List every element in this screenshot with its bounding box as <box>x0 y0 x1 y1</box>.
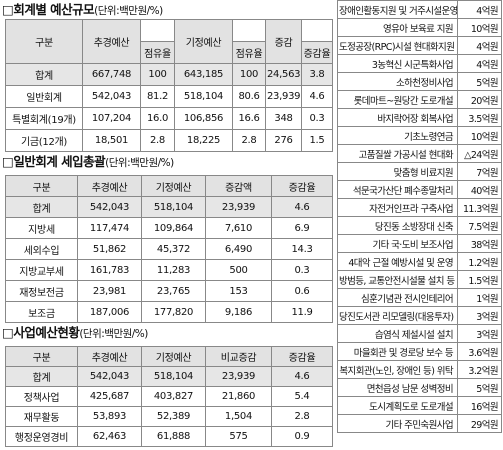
square-bullet-icon: □ <box>2 325 14 340</box>
list-item: 도정공장(RPC)시설 현대화지원 4억원 <box>337 36 502 55</box>
list-item: 기타 주민숙원사업 29억원 <box>337 414 502 433</box>
table-row: 행정운영경비 62,463 61,888 575 0.9 <box>5 426 333 447</box>
section2-unit: (단위:백만원/%) <box>105 157 174 169</box>
table-row: 정책사업 425,687 403,827 21,860 5.4 <box>5 386 333 407</box>
square-bullet-icon: □ <box>2 2 14 17</box>
project-budget-table: 구분 추경예산 기정예산 비교증감 증감율 합계 542,043 518,104 23,939… <box>5 346 333 447</box>
table-row: 기금(12개) 18,501 2.8 18,225 2.8 276 1.5 <box>5 129 333 152</box>
table-row: 합계 542,043 518,104 23,939 4.6 <box>5 366 333 387</box>
square-bullet-icon: □ <box>2 154 14 169</box>
header-increase: 증감 <box>265 19 302 64</box>
table-row: 지방세 117,474 109,864 7,610 6.9 <box>5 217 333 239</box>
list-item: 습염식 제설시설 설치 3억원 <box>337 324 502 343</box>
section1-title: 회계별 예산규모 <box>13 2 95 17</box>
section-title-budget-scale: □회계별 예산규모(단위:백만원/%) <box>2 2 163 19</box>
list-item: 4대악 근절 예방시설 및 운영 1.2억원 <box>337 252 502 271</box>
table-row: 보조금 187,006 177,820 9,186 11.9 <box>5 301 333 323</box>
list-item: 기초노령연금 10억원 <box>337 126 502 145</box>
list-item: 바지락어장 회복사업 3.5억원 <box>337 108 502 127</box>
list-item: 소하천정비사업 5억원 <box>337 72 502 91</box>
table-row: 일반회계 542,043 81.2 518,104 80.6 23,939 4.6 <box>5 85 333 108</box>
table-row: 합계 542,043 518,104 23,939 4.6 <box>5 196 333 218</box>
table-row: 특별회계(19개) 107,204 16.0 106,856 16.6 348 0.3 <box>5 107 333 130</box>
table-header-row: 구분 추경예산 기정예산 증감액 증감율 <box>5 175 333 197</box>
header-existing-share: 점유율 <box>232 41 266 64</box>
section1-unit: (단위:백만원/%) <box>94 5 163 17</box>
list-item: 당진도서관 리모델링(대응투자) 3억원 <box>337 306 502 325</box>
list-item: 기타 국·도비 보조사업 38억원 <box>337 234 502 253</box>
list-item: 당진동 소방장대 신축 7.5억원 <box>337 216 502 235</box>
section2-title: 일반회계 세입총괄 <box>13 154 106 169</box>
table-row: 재정보전금 23,981 23,765 153 0.6 <box>5 280 333 302</box>
list-item: 맞춤형 비료지원 7억원 <box>337 162 502 181</box>
list-item: 심훈기념관 전시인테리어 1억원 <box>337 288 502 307</box>
section-title-revenue: □일반회계 세입총괄(단위:백만원/%) <box>2 154 174 171</box>
table-row: 재무활동 53,893 52,389 1,504 2.8 <box>5 406 333 427</box>
header-supplementary: 추경예산 <box>82 19 141 64</box>
list-item: 마을회관 및 경로당 보수 등 3.6억원 <box>337 342 502 361</box>
header-supp-share: 점유율 <box>140 41 175 64</box>
list-item: 자전거인프라 구축사업 11.3억원 <box>337 198 502 217</box>
table-header-row: 구분 추경예산 기정예산 비교증감 증감율 <box>5 346 333 367</box>
revenue-summary-table: 구분 추경예산 기정예산 증감액 증감율 합계 542,043 518,104 23,939 4… <box>5 175 333 323</box>
section3-unit: (단위:백만원/%) <box>79 328 148 340</box>
list-item: 3농혁신 시군특화사업 4억원 <box>337 54 502 73</box>
table-row: 세외수입 51,862 45,372 6,490 14.3 <box>5 238 333 260</box>
project-list-table: 장애인활동지원 및 거주시설운영 4억원 영유아 보육료 지원 10억원 도정공장(… <box>337 0 502 433</box>
list-item: 고품질쌀 가공시설 현대화 △24억원 <box>337 144 502 163</box>
section3-title: 사업예산현황 <box>13 325 80 340</box>
list-item: 장애인활동지원 및 거주시설운영 4억원 <box>337 0 502 19</box>
list-item: 영유아 보육료 지원 10억원 <box>337 18 502 37</box>
budget-scale-table: 구분 추경예산 기정예산 증감 점유율 점유율 증감율 합계 667,748 100… <box>5 19 333 152</box>
list-item: 복지회관(노인, 장애인 등) 위탁 3.2억원 <box>337 360 502 379</box>
section-title-project-budget: □사업예산현황(단위:백만원/%) <box>2 325 148 342</box>
header-existing: 기정예산 <box>174 19 233 64</box>
list-item: 석문국가산단 폐수종말처리 40억원 <box>337 180 502 199</box>
table-row: 지방교부세 161,783 11,283 500 0.3 <box>5 259 333 281</box>
list-item: 롯데마트~원당간 도로개설 20억원 <box>337 90 502 109</box>
list-item: 면천읍성 남문 성벽정비 5억원 <box>337 378 502 397</box>
list-item: 방범등, 교통안전시설물 설치 등 1.5억원 <box>337 270 502 289</box>
table-row: 합계 667,748 100 643,185 100 24,563 3.8 <box>5 63 333 86</box>
header-increase-rate: 증감율 <box>301 41 333 64</box>
header-category: 구분 <box>5 19 83 64</box>
list-item: 도시계획도로 도로개설 16억원 <box>337 396 502 415</box>
